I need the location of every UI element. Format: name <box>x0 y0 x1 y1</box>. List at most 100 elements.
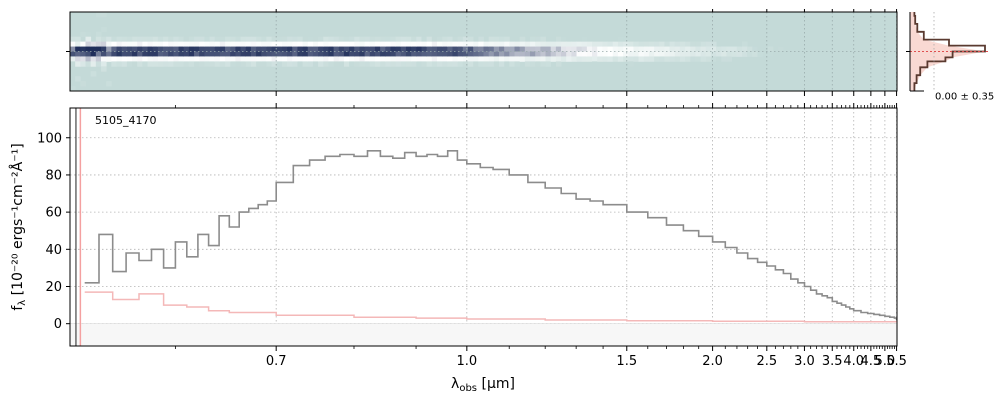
heatmap-cell <box>90 41 97 47</box>
heatmap-cell <box>147 36 154 43</box>
heatmap-cell <box>307 51 314 57</box>
heatmap-cell <box>297 51 303 57</box>
heatmap-cell <box>318 46 324 52</box>
heatmap-cell <box>726 51 732 57</box>
heatmap-cell <box>504 41 510 47</box>
heatmap-cell <box>173 41 179 47</box>
heatmap-cell <box>199 56 205 62</box>
heatmap-cell <box>219 41 226 47</box>
heatmap-cell <box>80 41 86 47</box>
heatmap-cell <box>395 46 402 52</box>
heatmap-cell <box>643 46 650 52</box>
heatmap-cell <box>607 56 614 62</box>
heatmap-cell <box>416 36 422 43</box>
heatmap-cell <box>535 41 541 47</box>
heatmap-cell <box>659 56 665 62</box>
heatmap-cell <box>85 36 92 43</box>
heatmap-cell <box>359 41 366 47</box>
heatmap-cell <box>488 41 495 47</box>
heatmap-cell <box>343 41 350 47</box>
heatmap-cell <box>747 46 753 52</box>
heatmap-cell <box>137 61 143 67</box>
heatmap-cell <box>312 56 319 62</box>
heatmap-cell <box>478 56 484 62</box>
heatmap-cell <box>219 46 226 52</box>
heatmap-cell <box>219 51 226 57</box>
heatmap-cell <box>395 36 402 43</box>
heatmap-cell <box>426 46 433 52</box>
heatmap-cell <box>245 61 252 67</box>
heatmap-cell <box>338 36 345 43</box>
heatmap-cell <box>705 51 712 57</box>
heatmap-cell <box>431 46 438 52</box>
heatmap-cell <box>219 36 226 43</box>
heatmap-cell <box>256 41 262 47</box>
heatmap-cell <box>535 56 541 62</box>
heatmap-cell <box>436 36 443 43</box>
heatmap-cell <box>101 26 107 33</box>
heatmap-cell <box>333 61 340 67</box>
heatmap-cell <box>271 46 278 52</box>
heatmap-cell <box>400 56 407 62</box>
heatmap-cell <box>426 56 433 62</box>
heatmap-cell <box>323 36 329 43</box>
heatmap-cell <box>416 41 422 47</box>
heatmap-cell <box>566 41 572 47</box>
heatmap-cell <box>561 36 567 43</box>
heatmap-cell <box>168 46 174 52</box>
heatmap-cell <box>209 56 216 62</box>
heatmap-cell <box>710 41 717 47</box>
heatmap-cell <box>199 51 205 57</box>
heatmap-cell <box>116 56 123 62</box>
heatmap-cell <box>354 51 360 57</box>
heatmap-cell <box>530 56 536 62</box>
heatmap-cell <box>690 41 696 47</box>
x-tick-label: 4.5 <box>861 354 882 369</box>
heatmap-cell <box>421 46 428 52</box>
heatmap-cell <box>581 36 588 43</box>
heatmap-cell <box>281 41 288 47</box>
heatmap-cell <box>617 51 624 57</box>
heatmap-cell <box>380 36 386 43</box>
heatmap-cell <box>292 56 298 62</box>
heatmap-cell <box>188 41 195 47</box>
profile-plot <box>910 12 990 91</box>
heatmap-cell <box>617 36 624 43</box>
heatmap-cell <box>726 56 732 62</box>
heatmap-cell <box>385 36 391 43</box>
heatmap-cell <box>602 56 608 62</box>
heatmap-cell <box>85 51 92 57</box>
heatmap-cell <box>400 51 407 57</box>
heatmap-cell <box>504 51 510 57</box>
profile-ticks <box>906 51 924 92</box>
heatmap-cell <box>405 46 412 52</box>
main-grid <box>70 108 897 346</box>
heatmap-cell <box>106 46 112 52</box>
heatmap-cell <box>256 46 262 52</box>
heatmap-cell <box>545 56 552 62</box>
heatmap-cell <box>514 61 521 67</box>
heatmap-cell <box>157 41 164 47</box>
heatmap-cell <box>597 51 603 57</box>
heatmap-cell <box>297 46 303 52</box>
heatmap-cell <box>545 51 552 57</box>
heatmap-cell <box>447 36 453 43</box>
heatmap-cell <box>752 46 758 52</box>
heatmap-cell <box>592 41 598 47</box>
heatmap-cell <box>240 51 247 57</box>
heatmap-cell <box>695 56 701 62</box>
heatmap-cell <box>137 56 143 62</box>
heatmap-cell <box>343 61 350 67</box>
y-tick-label: 60 <box>45 206 62 221</box>
heatmap-cell <box>488 51 495 57</box>
heatmap-cell <box>199 46 205 52</box>
heatmap-cell <box>121 61 128 67</box>
heatmap-cell <box>225 46 231 52</box>
heatmap-cell <box>648 46 655 52</box>
heatmap-cell <box>561 41 567 47</box>
heatmap-cell <box>219 56 226 62</box>
heatmap-cell <box>674 56 681 62</box>
heatmap-cell <box>405 51 412 57</box>
x-axis-label-sub: obs <box>459 383 477 394</box>
heatmap-cell <box>132 41 138 47</box>
